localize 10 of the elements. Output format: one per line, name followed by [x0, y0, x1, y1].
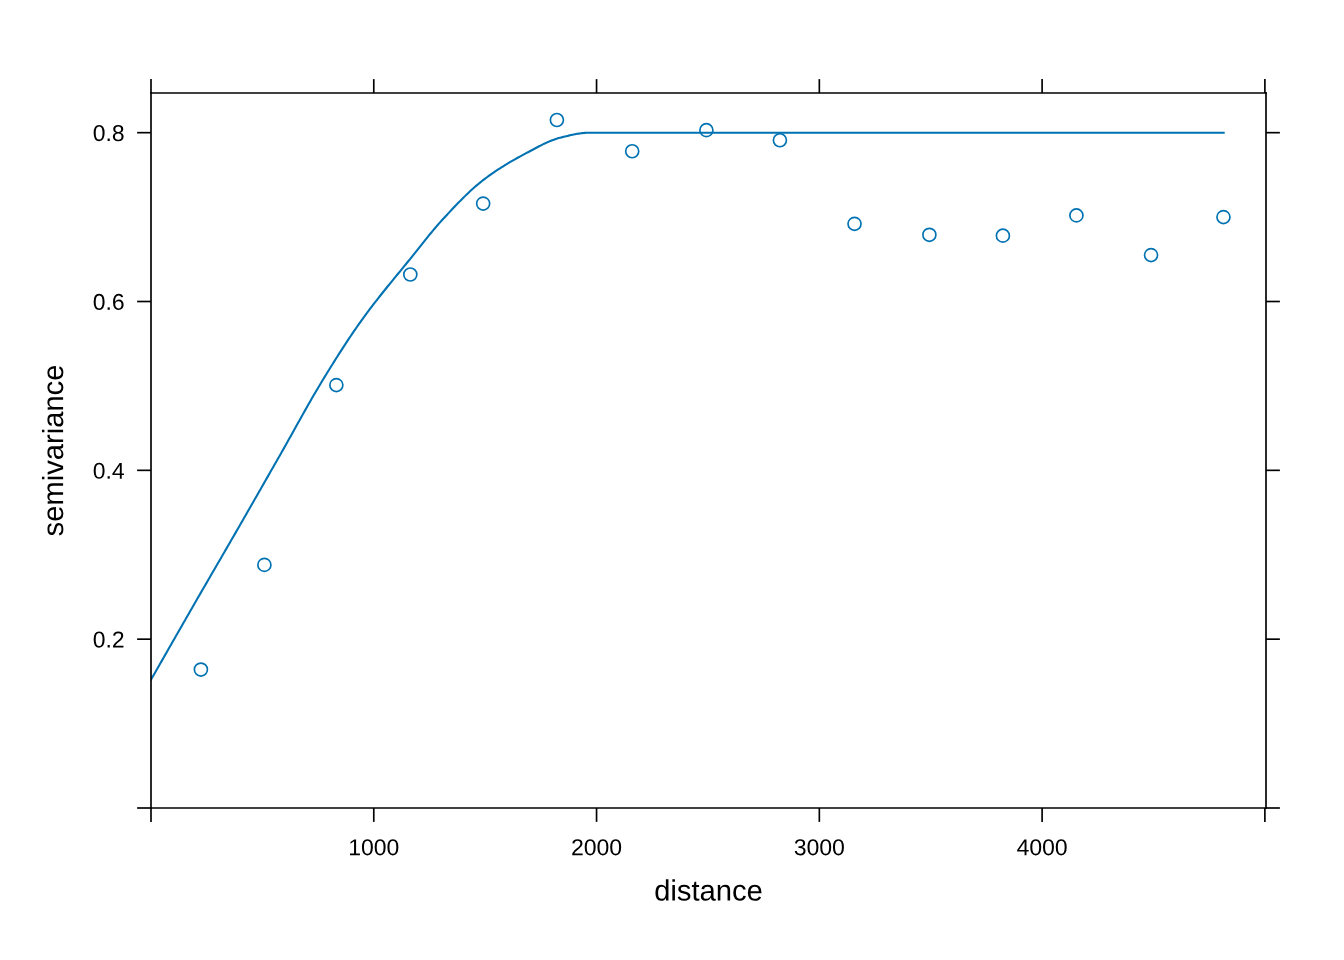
- x-axis-title: distance: [655, 879, 762, 901]
- y-tick-label: 0.6: [93, 293, 124, 311]
- y-tick-label: 0.8: [93, 124, 124, 142]
- x-tick-label: 1000: [350, 839, 399, 856]
- x-tick-label: 2000: [572, 839, 622, 856]
- x-tick-label: 4000: [1017, 839, 1067, 856]
- x-tick-label: 3000: [794, 839, 844, 856]
- y-axis-title: semivariance: [41, 365, 64, 536]
- y-tick-label: 0.2: [93, 631, 124, 648]
- y-tick-label: 0.4: [93, 462, 124, 479]
